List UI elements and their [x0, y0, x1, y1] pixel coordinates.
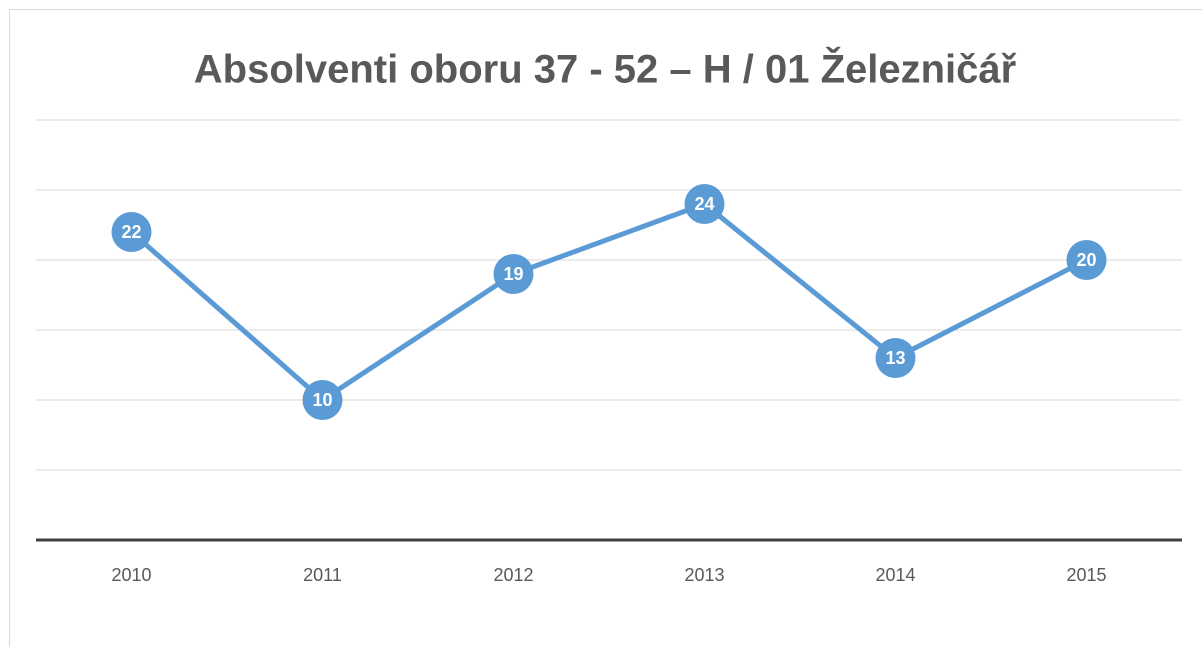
- data-point: [111, 212, 152, 252]
- data-point: [493, 254, 534, 294]
- series-line: [129, 201, 1088, 403]
- data-point: [684, 184, 725, 224]
- x-tick-label: 2012: [493, 565, 533, 585]
- data-point: [1066, 240, 1107, 280]
- data-label: 10: [312, 390, 332, 410]
- chart-frame: [9, 9, 1202, 647]
- x-tick-label: 2013: [684, 565, 724, 585]
- x-tick-label: 2014: [875, 565, 915, 585]
- x-tick-label: 2015: [1066, 565, 1106, 585]
- data-label: 24: [694, 194, 714, 214]
- data-label: 20: [1076, 250, 1096, 270]
- x-tick-label: 2010: [111, 565, 151, 585]
- chart-title: Absolventi oboru 37 - 52 – H / 01 Železn…: [194, 46, 1017, 92]
- data-label: 13: [885, 348, 905, 368]
- data-label: 22: [121, 222, 141, 242]
- data-label: 19: [503, 264, 523, 284]
- x-tick-label: 2011: [303, 565, 342, 585]
- data-point: [302, 380, 343, 420]
- data-point: [875, 338, 916, 378]
